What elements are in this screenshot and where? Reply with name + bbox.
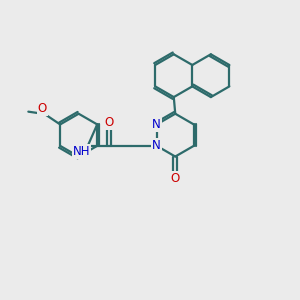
Text: N: N	[152, 139, 161, 152]
Text: NH: NH	[73, 145, 90, 158]
Text: O: O	[105, 116, 114, 129]
Text: O: O	[38, 102, 47, 115]
Text: N: N	[152, 118, 161, 131]
Text: O: O	[171, 172, 180, 185]
